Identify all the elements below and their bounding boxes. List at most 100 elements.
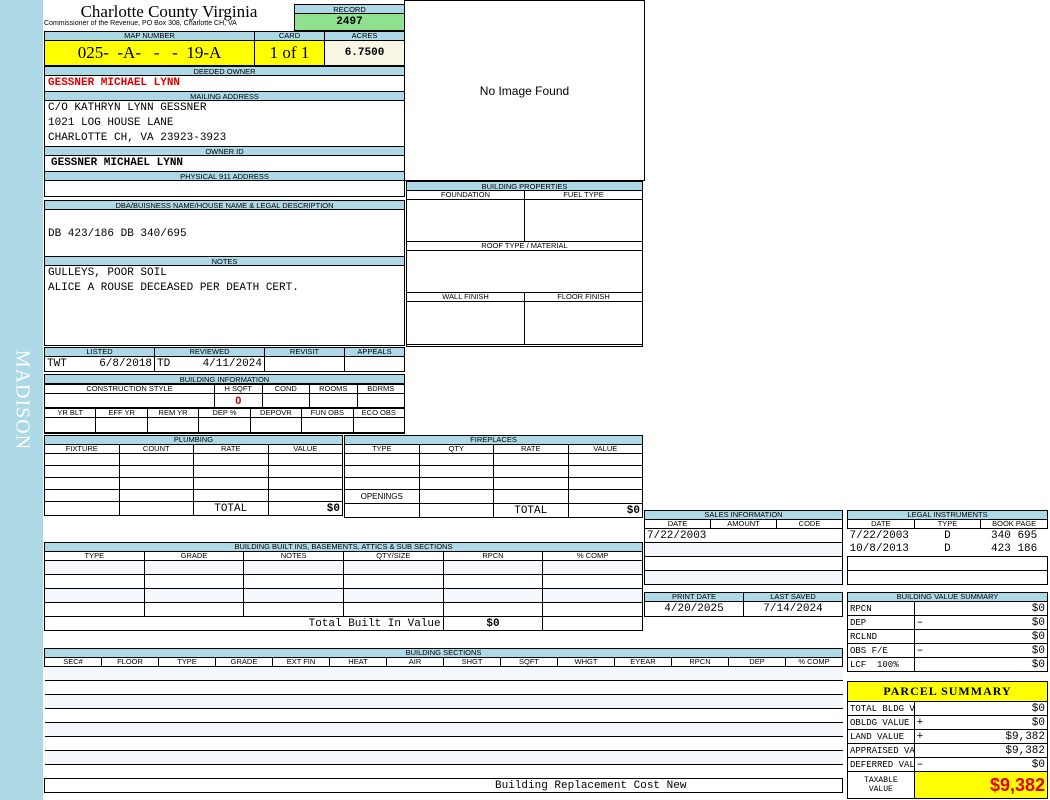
table-cell	[386, 750, 444, 765]
district-label: MADISON	[11, 349, 33, 451]
openings-row: OPENINGS	[344, 489, 643, 504]
built-ins-header: TYPE GRADE NOTES QTY/SIZE RPCN% COMP	[44, 551, 643, 561]
building-properties: BUILDING PROPERTIES FOUNDATION FUEL TYPE …	[406, 181, 643, 347]
table-cell	[614, 764, 672, 779]
table-cell	[267, 465, 343, 478]
table-cell	[671, 666, 729, 681]
table-cell	[272, 666, 330, 681]
table-cell	[567, 465, 643, 478]
sections-header-cell: DEP	[728, 657, 786, 667]
table-cell	[785, 750, 843, 765]
table-cell	[272, 750, 330, 765]
table-cell	[193, 477, 269, 490]
sections-header: SEC# FLOOR TYPE GRADE EXT FIN HEAT AIR SHGT SQFT…	[44, 657, 843, 667]
table-cell	[44, 708, 102, 723]
mailing-line-1: C/O KATHRYN LYNN GESSNER	[48, 102, 207, 114]
table-cell	[215, 694, 273, 709]
table-cell	[158, 736, 216, 751]
table-cell	[44, 666, 102, 681]
table-cell	[493, 465, 569, 478]
taxable-value-label: TAXABLE VALUE	[847, 771, 915, 799]
roof-type-value	[406, 250, 643, 293]
building-info-value	[198, 417, 251, 433]
table-cell	[614, 750, 672, 765]
table-cell	[118, 465, 194, 478]
table-cell	[101, 722, 159, 737]
sale-date: 7/22/2003	[644, 528, 843, 543]
table-cell	[143, 588, 245, 603]
table-cell	[143, 602, 245, 617]
table-cell	[500, 666, 558, 681]
built-ins-header-cell: TYPE	[44, 551, 145, 561]
instrument-type: D	[944, 529, 951, 542]
fuel-type-label: FUEL TYPE	[524, 190, 643, 200]
table-cell	[44, 602, 145, 617]
table-cell	[118, 453, 194, 466]
table-cell	[158, 666, 216, 681]
sections-header-cell: EXT FIN	[272, 657, 330, 667]
built-ins-header-cell: GRADE	[143, 551, 245, 561]
wall-finish-label: WALL FINISH	[406, 292, 525, 302]
built-ins-header-cell: RPCN	[442, 551, 544, 561]
table-cell	[671, 750, 729, 765]
table-cell	[386, 708, 444, 723]
openings-label: OPENINGS	[344, 489, 420, 504]
sales-header-cell: AMOUNT	[710, 519, 777, 529]
table-cell	[44, 489, 120, 502]
table-cell	[386, 666, 444, 681]
parcel-value-value: $0	[980, 757, 1048, 772]
appeals-value	[344, 356, 405, 372]
fireplaces-label: FIREPLACES	[344, 435, 643, 445]
table-cell	[671, 694, 729, 709]
table-row	[44, 453, 343, 466]
table-row	[44, 708, 843, 723]
built-ins-header-cell: NOTES	[243, 551, 344, 561]
table-cell	[272, 708, 330, 723]
table-row	[44, 588, 643, 603]
built-ins-table: BUILDING BUILT INS, BASEMENTS, ATTICS & …	[44, 542, 643, 631]
page-header: Charlotte County Virginia Commissioner o…	[44, 3, 294, 27]
listing-row: LISTED REVIEWED REVISIT APPEALS TWT 6/8/2018…	[44, 347, 405, 372]
plumbing-header-cell: COUNT	[118, 444, 194, 454]
table-cell	[443, 750, 501, 765]
district-sidebar: MADISON	[0, 0, 43, 800]
built-ins-total-label: Total Built In Value	[44, 616, 444, 631]
table-cell	[567, 477, 643, 490]
table-cell	[614, 694, 672, 709]
roof-type-label: ROOF TYPE / MATERIAL	[406, 241, 643, 251]
table-cell	[344, 453, 420, 466]
table-cell	[44, 465, 120, 478]
table-cell	[500, 708, 558, 723]
card-number: 1 of 1	[254, 40, 325, 66]
sections-header-cell: EYEAR	[614, 657, 672, 667]
building-info-label: ECO OBS	[352, 408, 406, 418]
listed-by: TWT	[47, 358, 67, 370]
table-cell	[542, 574, 643, 589]
table-cell	[671, 722, 729, 737]
building-value-operator	[913, 629, 981, 644]
table-cell	[542, 588, 643, 603]
table-cell	[557, 722, 615, 737]
table-cell	[342, 602, 444, 617]
table-cell	[272, 694, 330, 709]
table-cell	[671, 708, 729, 723]
table-row	[44, 736, 843, 751]
table-cell	[614, 722, 672, 737]
table-cell	[443, 722, 501, 737]
table-cell	[118, 489, 194, 502]
cond-label: COND	[261, 384, 310, 394]
sections-header-cell: HEAT	[329, 657, 387, 667]
table-cell	[44, 736, 102, 751]
mailing-line-2: 1021 LOG HOUSE LANE	[48, 117, 174, 129]
building-info-value	[146, 417, 200, 433]
fireplaces-total-label: TOTAL	[493, 503, 569, 518]
table-cell	[386, 736, 444, 751]
notes-line-2: ALICE A ROUSE DECEASED PER DEATH CERT.	[48, 282, 299, 294]
sections-header-cell: GRADE	[215, 657, 273, 667]
parcel-value-label: APPRAISED VALUE	[847, 743, 915, 758]
table-cell	[671, 680, 729, 695]
table-cell	[215, 666, 273, 681]
building-value-label: RPCN	[847, 601, 915, 616]
fireplaces-header-cell: TYPE	[344, 444, 420, 454]
